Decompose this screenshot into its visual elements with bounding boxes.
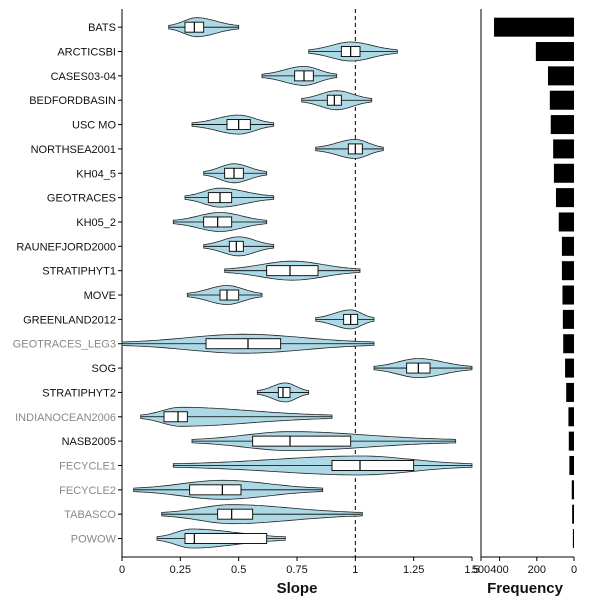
category-label: USC MO: [72, 120, 116, 132]
iqr-box: [331, 460, 415, 471]
category-label: RAUNEFJORD2000: [16, 241, 116, 253]
frequency-bar: [569, 455, 574, 475]
category-label: TABASCO: [64, 509, 116, 521]
category-label: NASB2005: [62, 436, 116, 448]
frequency-x-tick-label: 0: [571, 564, 577, 576]
slope-x-tick-label: 0.25: [170, 564, 191, 576]
category-label: KH05_2: [76, 217, 116, 229]
slope-x-tick-label: 0: [119, 564, 125, 576]
frequency-bar: [572, 504, 574, 524]
category-label: INDIANOCEAN2006: [15, 412, 116, 424]
slope-violin-panel: 0 0.25 0.5 0.75 1 1.25 1.5 BATS ARCTICSBI CASES03…: [13, 9, 480, 576]
frequency-bar-panel: 500 400 200 0: [472, 9, 577, 576]
category-label: GREENLAND2012: [23, 314, 116, 326]
frequency-bar: [565, 358, 574, 378]
frequency-x-tick-label: 500: [472, 564, 490, 576]
frequency-bar: [553, 163, 574, 183]
frequency-bar: [494, 17, 574, 37]
frequency-bar: [566, 382, 574, 402]
iqr-box: [277, 386, 291, 398]
frequency-bar: [561, 261, 574, 281]
category-label: ARCTICSBI: [57, 47, 116, 59]
iqr-box: [205, 338, 282, 350]
frequency-bar: [562, 285, 574, 305]
category-label: CASES03-04: [51, 71, 116, 83]
slope-x-tick-label: 1.5: [464, 564, 479, 576]
frequency-bar: [568, 407, 574, 427]
slope-axis-title: Slope: [277, 580, 318, 597]
category-label: BATS: [88, 22, 116, 34]
frequency-bar: [553, 139, 574, 159]
category-label: MOVE: [84, 290, 116, 302]
frequency-x-tick-label: 400: [490, 564, 508, 576]
iqr-box: [266, 265, 319, 277]
category-label: FECYCLE2: [59, 485, 116, 497]
iqr-box: [189, 484, 242, 496]
frequency-bar: [563, 334, 574, 354]
slope-x-tick-label: 1: [352, 564, 358, 576]
category-label: GEOTRACES: [47, 193, 116, 205]
frequency-bar: [568, 431, 574, 451]
iqr-box: [252, 435, 352, 447]
category-label: STRATIPHYT1: [42, 266, 116, 278]
iqr-box: [217, 508, 254, 520]
frequency-axis-title: Frequency: [487, 580, 564, 597]
category-label: FECYCLE1: [59, 460, 116, 472]
category-label: GEOTRACES_LEG3: [13, 339, 116, 351]
category-label: BEDFORDBASIN: [29, 95, 116, 107]
frequency-bar: [562, 309, 574, 329]
slope-x-tick-label: 0.75: [286, 564, 307, 576]
slope-x-tick-label: 0.5: [231, 564, 246, 576]
frequency-x-tick-label: 200: [528, 564, 546, 576]
slope-x-tick-label: 1.25: [403, 564, 424, 576]
frequency-bar: [555, 188, 574, 208]
frequency-bar: [547, 66, 574, 86]
iqr-box: [163, 411, 188, 423]
frequency-bar: [572, 529, 574, 549]
frequency-bar: [571, 480, 574, 500]
category-label: POWOW: [71, 534, 117, 546]
category-label: STRATIPHYT2: [42, 387, 116, 399]
frequency-bar: [550, 115, 574, 135]
category-label: SOG: [92, 363, 116, 375]
frequency-bar: [561, 236, 574, 256]
category-label: KH04_5: [76, 168, 116, 180]
frequency-bar: [535, 42, 574, 62]
iqr-box: [219, 289, 240, 301]
iqr-box: [184, 533, 268, 544]
frequency-bar: [549, 90, 574, 110]
frequency-bar: [558, 212, 574, 232]
category-label: NORTHSEA2001: [31, 144, 116, 156]
